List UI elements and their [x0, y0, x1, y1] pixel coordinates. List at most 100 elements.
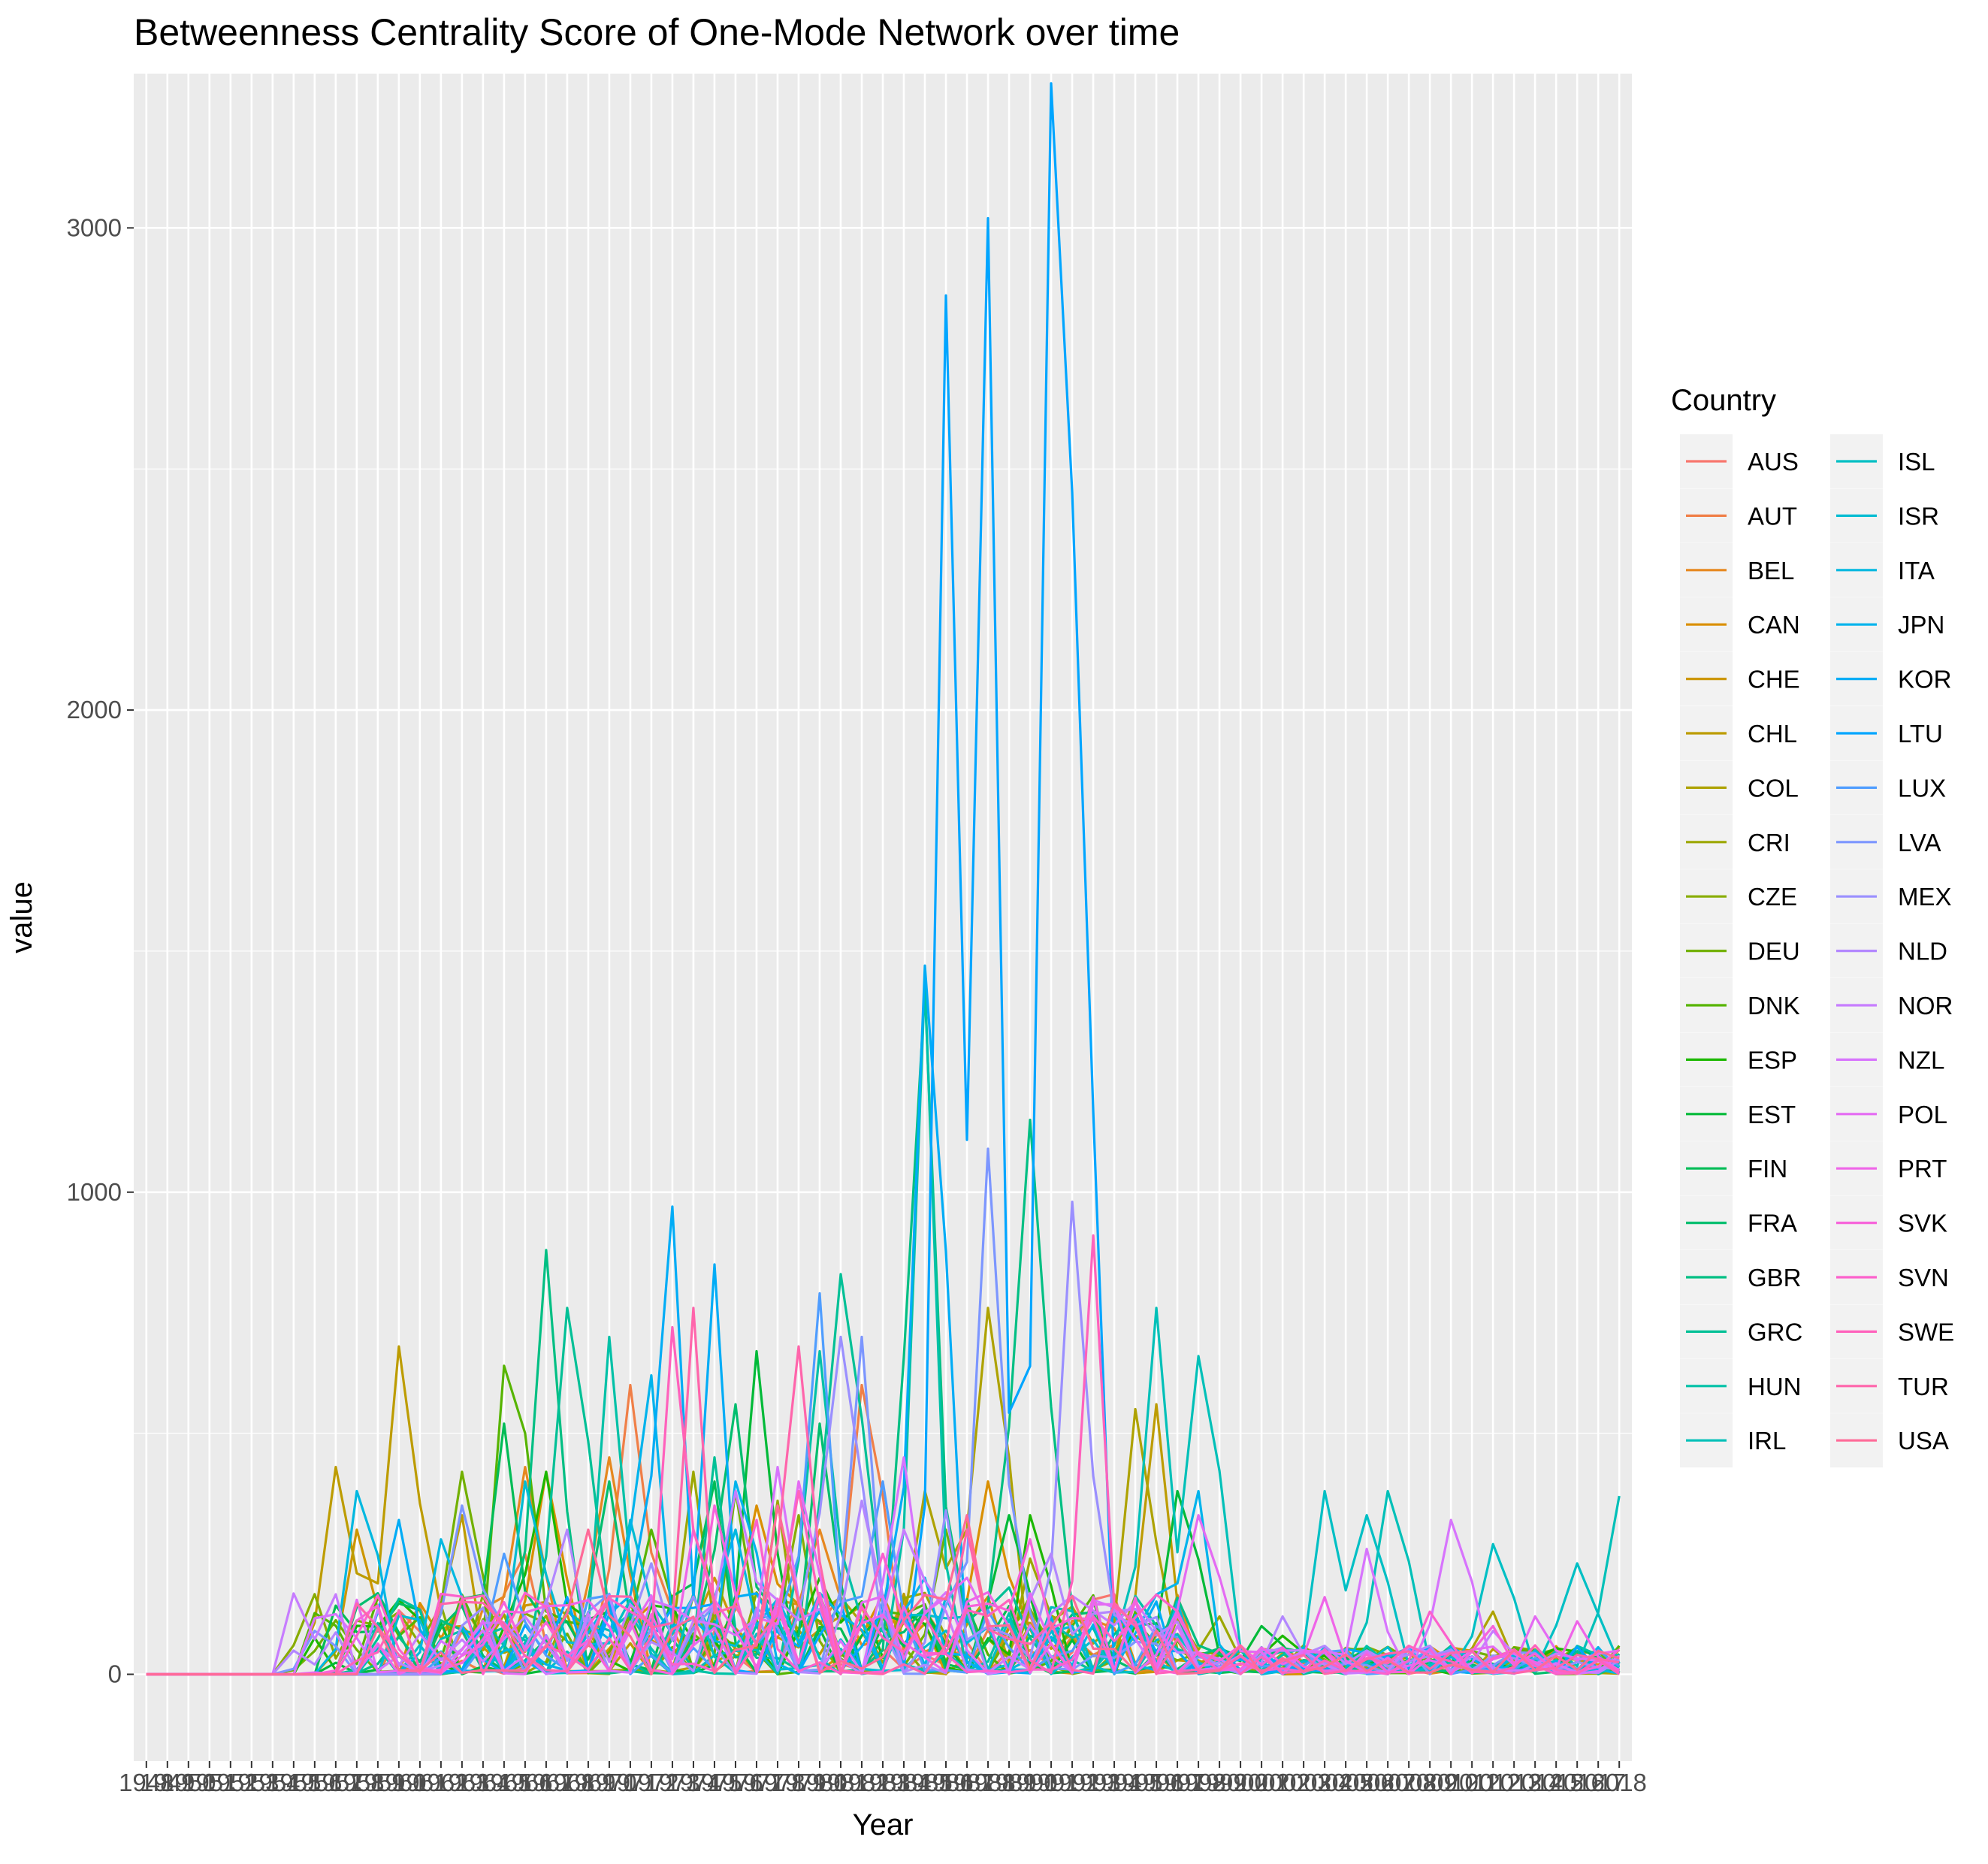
legend-label: AUS — [1748, 448, 1799, 476]
series-line-usa — [146, 1504, 1620, 1676]
x-tick-label: 2005 — [1318, 1769, 1373, 1796]
x-tick-label: 1988 — [960, 1769, 1015, 1796]
x-tick-label: 2011 — [1446, 1769, 1499, 1796]
legend-label: CAN — [1748, 611, 1800, 639]
x-tick-label: 2017 — [1570, 1769, 1625, 1796]
x-tick-label: 1994 — [1086, 1769, 1141, 1796]
x-tick-label: 1950 — [161, 1769, 216, 1796]
legend-label: GBR — [1748, 1264, 1802, 1292]
y-axis: 0 1000 2000 3000 — [67, 213, 134, 1687]
x-tick-label: 2012 — [1465, 1769, 1520, 1796]
x-tick-label: 2015 — [1528, 1769, 1583, 1796]
x-tick-label: 2016 — [1549, 1769, 1604, 1796]
legend-label: LVA — [1898, 829, 1941, 856]
x-tick-label: 1952 — [203, 1769, 258, 1796]
x-tick-label: 1978 — [750, 1769, 805, 1796]
x-tick-label: 1992 — [1044, 1769, 1099, 1796]
x-tick-label: 1951 — [182, 1769, 237, 1796]
x-tick-label: 1953 — [224, 1769, 279, 1796]
x-tick-label: 2018 — [1591, 1769, 1646, 1796]
legend-label: CHE — [1748, 666, 1800, 693]
x-tick-label: 1973 — [645, 1769, 699, 1796]
legend-label: USA — [1898, 1427, 1949, 1455]
x-tick-label: 2004 — [1297, 1769, 1352, 1796]
series-layer — [146, 82, 1621, 1676]
x-tick-label: 2014 — [1507, 1769, 1562, 1796]
x-tick-label: 2001 — [1234, 1769, 1289, 1796]
legend: Country AUS AUT BEL CAN CHE CHL COL CRI CZE DEU DN… — [1671, 384, 1954, 1468]
legend-label: PRT — [1898, 1155, 1947, 1183]
x-tick-label: 2010 — [1423, 1769, 1478, 1796]
x-tick-label: 1960 — [371, 1769, 426, 1796]
x-tick-label: 1963 — [434, 1769, 489, 1796]
legend-label: BEL — [1748, 557, 1794, 585]
x-tick-label: 2013 — [1486, 1769, 1541, 1796]
x-tick-label: 1957 — [308, 1769, 363, 1796]
x-tick-label: 1964 — [455, 1769, 510, 1796]
x-tick-label: 1998 — [1171, 1769, 1225, 1796]
legend-label: TUR — [1898, 1373, 1949, 1400]
legend-label: NOR — [1898, 992, 1953, 1020]
x-tick-label: 1977 — [729, 1769, 784, 1796]
legend-label: LUX — [1898, 774, 1946, 802]
x-tick-label: 1974 — [666, 1769, 721, 1796]
legend-label: KOR — [1898, 666, 1952, 693]
x-tick-label: 1987 — [939, 1769, 994, 1796]
x-tick-label: 2002 — [1255, 1769, 1310, 1796]
legend-label: COL — [1748, 774, 1799, 802]
legend-label: AUT — [1748, 502, 1797, 530]
legend-label: CRI — [1748, 829, 1790, 856]
series-line-swe — [146, 1234, 1621, 1676]
legend-label: DEU — [1748, 938, 1800, 965]
x-tick-label: 1970 — [582, 1769, 636, 1796]
legend-label: SVK — [1898, 1210, 1947, 1237]
legend-label: SWE — [1898, 1318, 1954, 1346]
x-tick-label: 1956 — [287, 1769, 342, 1796]
x-tick-label: 1971 — [603, 1769, 657, 1796]
x-tick-label: 1981 — [813, 1769, 868, 1796]
series-line-nzl — [146, 1456, 1621, 1676]
x-tick-label: 1979 — [771, 1769, 826, 1796]
legend-label: CZE — [1748, 883, 1797, 911]
legend-label: NZL — [1898, 1046, 1944, 1074]
x-tick-label: 2006 — [1339, 1769, 1394, 1796]
legend-label: HUN — [1748, 1373, 1802, 1400]
x-tick-label: 1985 — [897, 1769, 952, 1796]
x-tick-label: 1993 — [1065, 1769, 1120, 1796]
x-tick-label: 1969 — [560, 1769, 615, 1796]
y-axis-title: value — [5, 881, 38, 953]
x-tick-label: 1984 — [876, 1769, 931, 1796]
x-tick-label: 1962 — [413, 1769, 468, 1796]
x-tick-label: 1997 — [1150, 1769, 1204, 1796]
x-tick-label: 1949 — [140, 1769, 195, 1796]
legend-label: CHL — [1748, 720, 1797, 748]
x-tick-label: 1995 — [1107, 1769, 1162, 1796]
x-tick-label: 1967 — [518, 1769, 573, 1796]
legend-label: POL — [1898, 1101, 1947, 1128]
legend-label: ITA — [1898, 557, 1935, 585]
x-tick-label: 1976 — [708, 1769, 763, 1796]
legend-label: IRL — [1748, 1427, 1786, 1455]
x-axis-title: Year — [853, 1808, 914, 1841]
legend-label: FIN — [1748, 1155, 1787, 1183]
legend-label: JPN — [1898, 611, 1944, 639]
legend-label: FRA — [1748, 1210, 1797, 1237]
legend-label: ISL — [1898, 448, 1935, 476]
series-line-svn — [146, 1518, 1620, 1676]
x-axis: 1948194919501951195219531954195519561957… — [119, 1761, 1647, 1796]
x-tick-label: 1958 — [329, 1769, 384, 1796]
series-line-tur — [146, 1307, 1620, 1676]
x-tick-label: 1955 — [266, 1769, 321, 1796]
x-tick-label: 1980 — [792, 1769, 847, 1796]
x-tick-label: 1990 — [1002, 1769, 1057, 1796]
x-tick-label: 1982 — [834, 1769, 889, 1796]
y-tick-label: 3000 — [67, 213, 122, 241]
legend-label: EST — [1748, 1101, 1796, 1128]
x-tick-label: 2000 — [1213, 1769, 1267, 1796]
legend-label: ESP — [1748, 1046, 1797, 1074]
x-tick-label: 2003 — [1276, 1769, 1331, 1796]
x-tick-label: 1954 — [245, 1769, 300, 1796]
legend-label: ISR — [1898, 502, 1939, 530]
x-tick-label: 1972 — [624, 1769, 678, 1796]
